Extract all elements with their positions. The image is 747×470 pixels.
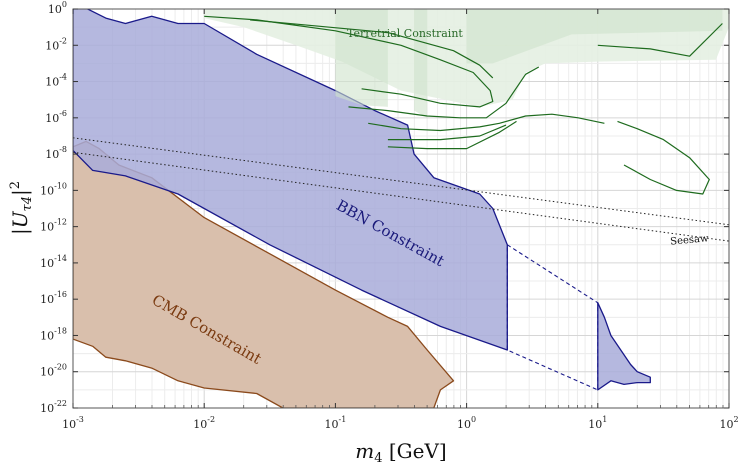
terrestrial-curve (387, 124, 507, 141)
x-tick-label: 101 (588, 415, 607, 431)
plot-frame (72, 8, 730, 409)
y-tick-label: 10-2 (45, 36, 67, 52)
y-axis-label: |Uτ4|2 (8, 181, 35, 235)
bbn-constraint-region (73, 9, 508, 351)
x-tick-label: 10-3 (62, 415, 84, 431)
terrestrial-curve (597, 23, 723, 57)
terrestrial-band (414, 9, 428, 118)
terrestrial-curve (387, 120, 517, 150)
terrestrial-constraint (204, 9, 729, 195)
terrestrial-curve (348, 66, 540, 119)
terrestrial-constraint-label: Terretrial Constraint (347, 27, 463, 40)
x-tick-label: 10-1 (325, 415, 347, 431)
terrestrial-curve (250, 19, 494, 79)
y-tick-label: 100 (48, 0, 67, 16)
constraint-regions (73, 9, 651, 408)
y-tick-label: 10-8 (45, 145, 67, 161)
terrestrial-band (466, 9, 723, 64)
y-tick-label: 10-18 (40, 326, 67, 342)
axis-ticks: 10-3 10-2 10-1 100 101 102 100 10-2 10-4 10-6 10-8… (40, 0, 738, 431)
y-tick-label: 10-12 (40, 218, 67, 234)
y-tick-label: 10-20 (40, 363, 67, 379)
y-tick-label: 10-10 (40, 181, 67, 197)
bbn-constraint-dashed-gap (506, 243, 599, 391)
terrestrial-curve (368, 113, 605, 132)
bbn-constraint-high-mass-region (597, 302, 651, 391)
seesaw-label: Seesaw (670, 233, 710, 247)
svg-text:m4 [GeV]: m4 [GeV] (355, 439, 446, 466)
x-tick-label: 100 (457, 415, 476, 431)
terrestrial-curve (617, 120, 710, 195)
terrestrial-band (335, 9, 388, 107)
y-tick-label: 10-16 (40, 290, 67, 306)
y-tick-label: 10-4 (45, 73, 67, 89)
x-tick-label: 102 (719, 415, 738, 431)
x-tick-label: 10-2 (193, 415, 215, 431)
terrestrial-curve (204, 15, 494, 108)
y-tick-label: 10-6 (45, 109, 67, 125)
y-tick-label: 10-22 (40, 399, 67, 415)
svg-text:|Uτ4|2: |Uτ4|2 (8, 181, 35, 235)
x-axis-label: m4 [GeV] (355, 439, 446, 466)
y-tick-label: 10-14 (40, 254, 67, 270)
